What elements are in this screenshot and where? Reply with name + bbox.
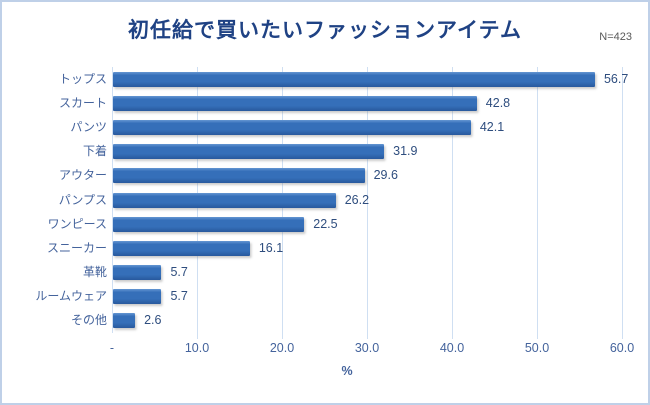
bar (113, 119, 471, 135)
bar (113, 71, 595, 87)
x-tick-label: - (109, 341, 115, 355)
category-label: ワンピース (47, 216, 107, 231)
bar (113, 265, 162, 281)
value-label: 5.7 (170, 289, 188, 304)
value-label: 31.9 (393, 144, 418, 159)
category-label: スカート (58, 95, 107, 110)
sample-size-label: N=423 (599, 31, 632, 43)
value-label: 29.6 (373, 168, 398, 183)
gridline (537, 67, 538, 339)
gridline (622, 67, 623, 339)
gridline (452, 67, 453, 339)
bar (113, 289, 162, 305)
bar (113, 144, 385, 160)
bar (113, 240, 250, 256)
category-label: 下着 (82, 144, 107, 159)
value-label: 42.8 (485, 95, 511, 110)
bar (113, 168, 365, 184)
x-tick-label: 40.0 (439, 341, 465, 355)
category-label: 革靴 (82, 265, 107, 280)
y-axis-line (112, 67, 113, 333)
value-label: 22.5 (313, 216, 338, 231)
category-label: パンプス (58, 192, 107, 207)
x-tick-label: 30.0 (354, 341, 380, 355)
bar (113, 192, 336, 208)
value-label: 5.7 (170, 265, 188, 280)
x-axis-title: % (341, 364, 353, 378)
value-label: 42.1 (479, 119, 505, 134)
value-label: 56.7 (603, 71, 629, 86)
x-tick-label: 20.0 (269, 341, 295, 355)
bar (113, 216, 305, 232)
value-label: 2.6 (144, 313, 162, 328)
x-tick-label: 50.0 (524, 341, 550, 355)
category-label: アウター (58, 168, 107, 183)
x-tick-label: 10.0 (184, 341, 210, 355)
category-label: ルームウェア (35, 289, 107, 304)
category-label: パンツ (70, 119, 107, 134)
category-label: スニーカー (46, 240, 107, 255)
bar (113, 95, 477, 111)
value-label: 26.2 (344, 192, 370, 207)
bar (113, 313, 136, 329)
gridline (367, 67, 368, 339)
category-label: その他 (70, 313, 107, 328)
chart-title: 初任給で買いたいファッションアイテム (128, 19, 522, 42)
value-label: 16.1 (258, 240, 284, 255)
x-tick-label: 60.0 (609, 341, 635, 355)
category-label: トップス (58, 71, 107, 86)
